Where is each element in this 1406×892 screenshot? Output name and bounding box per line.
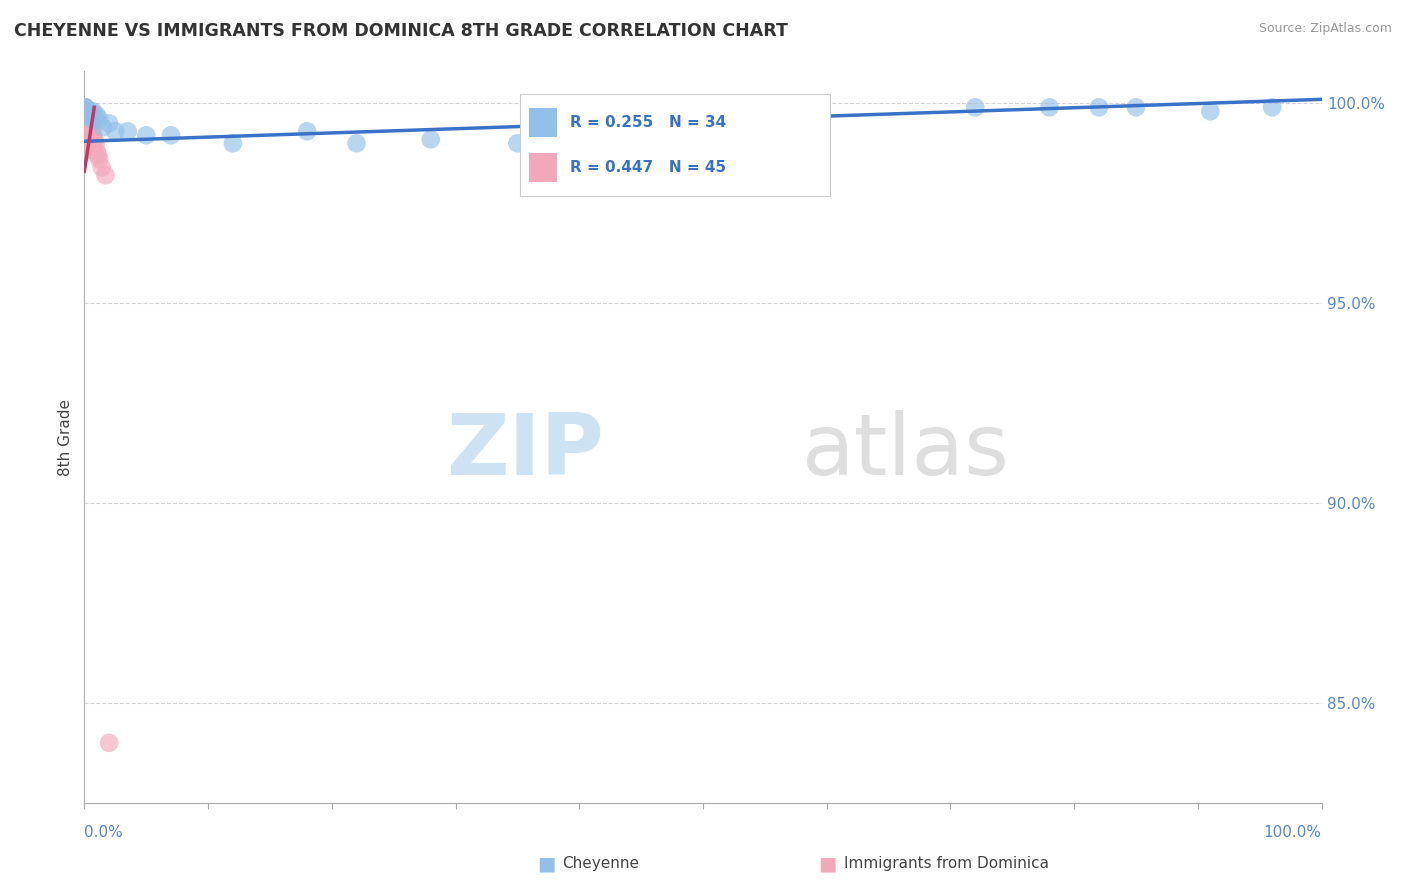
Text: R = 0.255   N = 34: R = 0.255 N = 34 <box>569 115 725 130</box>
Point <box>73 120 96 135</box>
Point <box>91 120 114 135</box>
Point <box>75 100 97 114</box>
Point <box>965 100 987 114</box>
Text: ZIP: ZIP <box>446 410 605 493</box>
Point <box>77 120 100 135</box>
Point <box>295 124 318 138</box>
Point <box>77 104 100 119</box>
Point <box>346 136 368 151</box>
Point <box>79 104 101 119</box>
Point <box>76 108 98 122</box>
Point <box>73 104 96 119</box>
Point <box>73 108 96 122</box>
Point <box>135 128 157 143</box>
Point <box>79 104 101 119</box>
Point <box>86 145 108 159</box>
Point <box>83 108 105 122</box>
Point <box>73 100 96 114</box>
Text: Source: ZipAtlas.com: Source: ZipAtlas.com <box>1258 22 1392 36</box>
Point <box>73 128 96 143</box>
Point <box>73 100 96 114</box>
Bar <box>530 153 557 182</box>
Point <box>79 128 101 143</box>
Text: atlas: atlas <box>801 410 1010 493</box>
Point <box>73 124 96 138</box>
Point <box>98 736 121 750</box>
Point <box>80 112 103 127</box>
Point <box>79 120 101 135</box>
Point <box>75 108 97 122</box>
Point <box>593 136 616 151</box>
Point <box>1261 100 1284 114</box>
Text: ■: ■ <box>818 854 837 873</box>
Point <box>89 153 111 167</box>
Point <box>73 112 96 127</box>
Point <box>94 169 117 183</box>
Point <box>90 161 112 175</box>
Text: Cheyenne: Cheyenne <box>562 856 640 871</box>
Point <box>79 116 101 130</box>
Text: 100.0%: 100.0% <box>1264 825 1322 840</box>
Point <box>80 124 103 138</box>
Text: 0.0%: 0.0% <box>84 825 124 840</box>
Point <box>76 104 98 119</box>
Point <box>1199 104 1222 119</box>
Point <box>73 136 96 151</box>
Point <box>80 116 103 130</box>
Point <box>79 112 101 127</box>
Point <box>79 124 101 138</box>
Point <box>73 108 96 122</box>
Point <box>160 128 183 143</box>
Point <box>82 128 104 143</box>
Point <box>82 120 104 135</box>
Point <box>73 100 96 114</box>
Point <box>117 124 139 138</box>
Point <box>84 112 107 127</box>
Point <box>77 108 100 122</box>
Point <box>75 104 97 119</box>
Point <box>419 132 441 146</box>
Point <box>73 104 96 119</box>
Point <box>104 124 127 138</box>
Point <box>1125 100 1147 114</box>
Point <box>79 112 101 127</box>
Point <box>76 112 98 127</box>
Point <box>75 124 97 138</box>
Point <box>83 132 105 146</box>
Y-axis label: 8th Grade: 8th Grade <box>58 399 73 475</box>
Point <box>73 108 96 122</box>
Bar <box>530 108 557 136</box>
Point <box>73 116 96 130</box>
Point <box>73 140 96 154</box>
Point <box>84 136 107 151</box>
Point <box>73 104 96 119</box>
Point <box>76 120 98 135</box>
Point <box>73 132 96 146</box>
Point <box>222 136 245 151</box>
Point <box>75 100 97 114</box>
Text: CHEYENNE VS IMMIGRANTS FROM DOMINICA 8TH GRADE CORRELATION CHART: CHEYENNE VS IMMIGRANTS FROM DOMINICA 8TH… <box>14 22 787 40</box>
Point <box>75 112 97 127</box>
Point <box>82 104 104 119</box>
Point <box>75 116 97 130</box>
Point <box>1038 100 1060 114</box>
Point <box>86 108 108 122</box>
Point <box>506 136 529 151</box>
Point <box>1088 100 1111 114</box>
Text: ■: ■ <box>537 854 555 873</box>
Point <box>73 145 96 159</box>
Point <box>73 100 96 114</box>
Point <box>77 108 100 122</box>
Point <box>89 112 111 127</box>
Point <box>77 112 100 127</box>
Point <box>87 148 110 162</box>
Text: Immigrants from Dominica: Immigrants from Dominica <box>844 856 1049 871</box>
Text: R = 0.447   N = 45: R = 0.447 N = 45 <box>569 160 725 175</box>
Point <box>98 116 121 130</box>
